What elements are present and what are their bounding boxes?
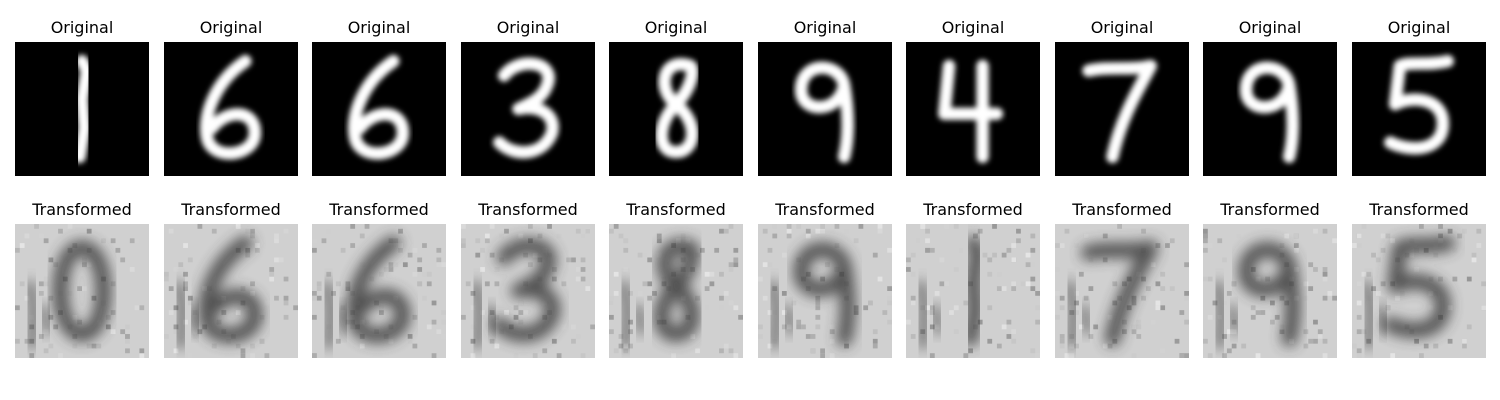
transformed-digit-image (312, 224, 446, 358)
transformed-digit-image (461, 224, 595, 358)
original-digit-image (906, 42, 1040, 176)
original-digit-image (1203, 42, 1337, 176)
original-digit-image (461, 42, 595, 176)
original-title: Original (1238, 18, 1302, 37)
original-title: Original (50, 18, 114, 37)
transformed-title: Transformed (1220, 200, 1320, 219)
original-title: Original (793, 18, 857, 37)
original-title: Original (496, 18, 560, 37)
original-title: Original (941, 18, 1005, 37)
transformed-digit-image (15, 224, 149, 358)
original-title: Original (347, 18, 411, 37)
transformed-title: Transformed (329, 200, 429, 219)
transformed-title: Transformed (1369, 200, 1469, 219)
transformed-digit-image (906, 224, 1040, 358)
original-digit-image (758, 42, 892, 176)
original-title: Original (1090, 18, 1154, 37)
transformed-title: Transformed (626, 200, 726, 219)
original-row: Original Original Original Original Original… (0, 18, 1500, 178)
transformed-title: Transformed (1072, 200, 1172, 219)
transformed-digit-image (758, 224, 892, 358)
original-digit-image (164, 42, 298, 176)
original-title: Original (644, 18, 708, 37)
transformed-digit-image (609, 224, 743, 358)
original-digit-image (15, 42, 149, 176)
original-digit-image (1055, 42, 1189, 176)
original-title: Original (199, 18, 263, 37)
original-digit-image (1352, 42, 1486, 176)
transformed-title: Transformed (478, 200, 578, 219)
transformed-title: Transformed (32, 200, 132, 219)
original-digit-image (609, 42, 743, 176)
transformed-digit-image (1203, 224, 1337, 358)
transformed-title: Transformed (923, 200, 1023, 219)
transformed-digit-image (164, 224, 298, 358)
transformed-digit-image (1352, 224, 1486, 358)
transformed-title: Transformed (775, 200, 875, 219)
original-digit-image (312, 42, 446, 176)
transformed-title: Transformed (181, 200, 281, 219)
original-title: Original (1387, 18, 1451, 37)
transformed-row: Transformed Transformed Transformed Transfo… (0, 200, 1500, 360)
transformed-digit-image (1055, 224, 1189, 358)
